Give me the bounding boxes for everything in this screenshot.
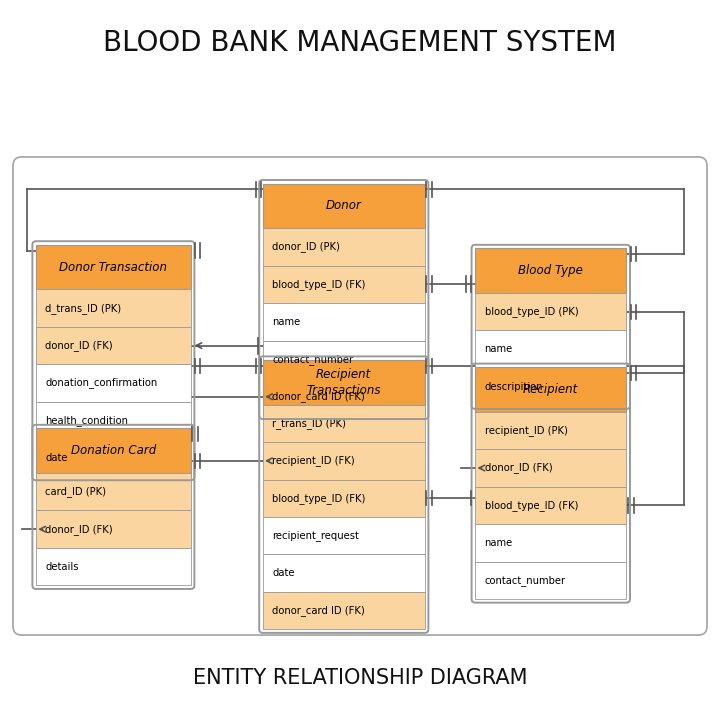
Text: contact_number: contact_number (272, 354, 354, 365)
FancyBboxPatch shape (263, 554, 425, 592)
Text: donor_ID (FK): donor_ID (FK) (45, 340, 113, 351)
Text: donor_card ID (FK): donor_card ID (FK) (272, 605, 365, 616)
FancyBboxPatch shape (475, 367, 626, 412)
FancyBboxPatch shape (475, 487, 626, 524)
FancyBboxPatch shape (263, 228, 425, 266)
FancyBboxPatch shape (36, 402, 191, 439)
Text: Donation Card: Donation Card (71, 444, 156, 457)
Text: d_trans_ID (PK): d_trans_ID (PK) (45, 302, 122, 314)
Text: donation_confirmation: donation_confirmation (45, 377, 158, 389)
FancyBboxPatch shape (475, 293, 626, 330)
Text: Donor Transaction: Donor Transaction (60, 261, 167, 274)
Text: blood_type_ID (FK): blood_type_ID (FK) (485, 500, 578, 511)
Text: name: name (485, 538, 513, 548)
Text: BLOOD BANK MANAGEMENT SYSTEM: BLOOD BANK MANAGEMENT SYSTEM (103, 30, 617, 57)
FancyBboxPatch shape (36, 245, 191, 289)
Text: Recipient: Recipient (316, 368, 372, 381)
Text: name: name (272, 317, 300, 327)
FancyBboxPatch shape (36, 510, 191, 548)
FancyBboxPatch shape (263, 266, 425, 303)
FancyBboxPatch shape (263, 378, 425, 415)
FancyBboxPatch shape (263, 517, 425, 554)
FancyBboxPatch shape (263, 442, 425, 480)
FancyBboxPatch shape (36, 289, 191, 327)
FancyBboxPatch shape (263, 303, 425, 341)
FancyBboxPatch shape (263, 405, 425, 442)
Text: r_trans_ID (PK): r_trans_ID (PK) (272, 418, 346, 429)
Text: date: date (272, 568, 294, 578)
Text: donor_ID (FK): donor_ID (FK) (45, 523, 113, 535)
Text: name: name (485, 344, 513, 354)
Text: blood_type_ID (FK): blood_type_ID (FK) (272, 492, 366, 504)
Text: ENTITY RELATIONSHIP DIAGRAM: ENTITY RELATIONSHIP DIAGRAM (193, 668, 527, 688)
FancyBboxPatch shape (263, 480, 425, 517)
Text: descripition: descripition (485, 382, 543, 392)
Text: health_condition: health_condition (45, 415, 128, 426)
Text: blood_type_ID (FK): blood_type_ID (FK) (272, 279, 366, 290)
Text: date: date (45, 453, 68, 463)
FancyBboxPatch shape (36, 548, 191, 585)
FancyBboxPatch shape (263, 184, 425, 228)
Text: Recipient: Recipient (523, 383, 578, 396)
Text: donor_ID (FK): donor_ID (FK) (485, 462, 552, 474)
Text: donor_ID (PK): donor_ID (PK) (272, 241, 340, 253)
Text: blood_type_ID (PK): blood_type_ID (PK) (485, 306, 578, 318)
FancyBboxPatch shape (475, 330, 626, 368)
FancyBboxPatch shape (263, 341, 425, 378)
Text: Donor: Donor (326, 199, 361, 212)
FancyBboxPatch shape (36, 473, 191, 510)
Text: recipient_request: recipient_request (272, 530, 359, 541)
Text: donor_card ID (FK): donor_card ID (FK) (272, 391, 365, 402)
FancyBboxPatch shape (263, 360, 425, 405)
FancyBboxPatch shape (36, 327, 191, 364)
FancyBboxPatch shape (475, 524, 626, 562)
FancyBboxPatch shape (263, 592, 425, 629)
Text: recipient_ID (FK): recipient_ID (FK) (272, 455, 355, 467)
Text: Transactions: Transactions (307, 384, 381, 397)
FancyBboxPatch shape (36, 439, 191, 477)
Text: details: details (45, 562, 79, 572)
FancyBboxPatch shape (475, 562, 626, 599)
FancyBboxPatch shape (475, 449, 626, 487)
FancyBboxPatch shape (36, 364, 191, 402)
Text: recipient_ID (PK): recipient_ID (PK) (485, 425, 567, 436)
Text: card_ID (PK): card_ID (PK) (45, 486, 107, 498)
Text: contact_number: contact_number (485, 575, 566, 586)
FancyBboxPatch shape (475, 368, 626, 405)
FancyBboxPatch shape (475, 248, 626, 293)
Text: Blood Type: Blood Type (518, 264, 583, 277)
FancyBboxPatch shape (475, 412, 626, 449)
FancyBboxPatch shape (36, 428, 191, 473)
